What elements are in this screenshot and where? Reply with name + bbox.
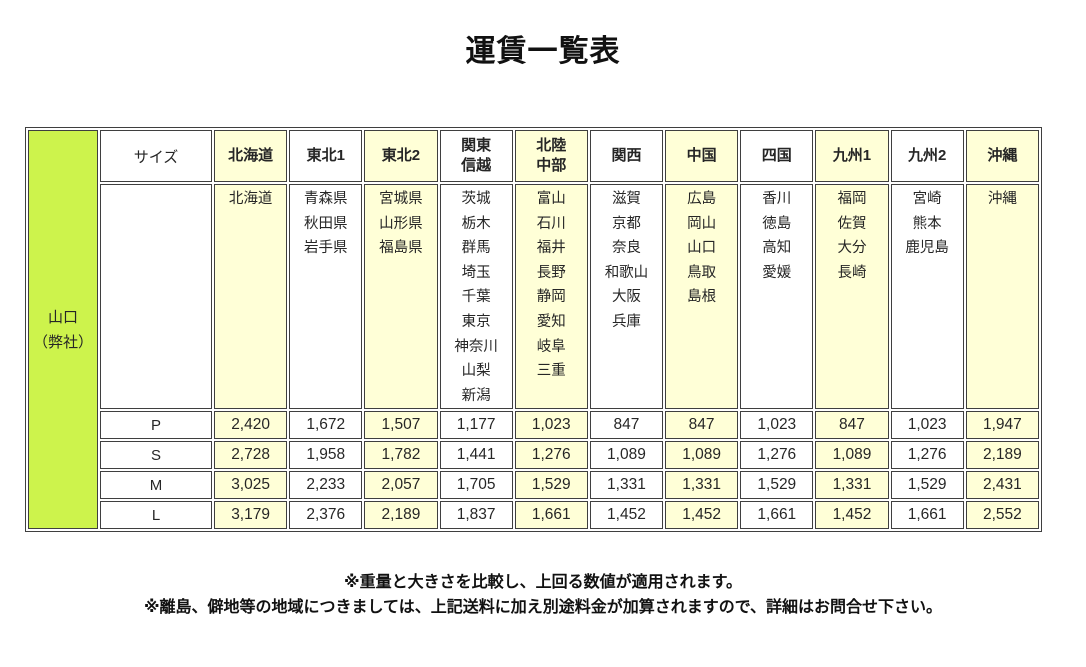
prefecture-list-cell: 沖縄 (965, 184, 1039, 410)
fare-cell: 1,782 (364, 441, 438, 470)
footer-notes: ※重量と大きさを比較し、上回る数値が適用されます。 ※離島、僻地等の地域につきま… (0, 570, 1086, 620)
fare-cell: 1,331 (589, 471, 664, 500)
region-header-cell: 四国 (740, 130, 814, 182)
fare-table-container: 山口 （弊社） サイズ 北海道 東北1 東北2 関東 信越 北陸 中部 関西 中… (25, 127, 1042, 533)
fare-cell: 1,661 (514, 501, 588, 530)
fare-cell: 1,661 (890, 501, 964, 530)
fare-cell: 1,452 (665, 501, 739, 530)
fare-cell: 1,529 (740, 471, 814, 500)
fare-cell: 1,276 (890, 441, 964, 470)
region-header-cell: 東北2 (364, 130, 438, 182)
size-label-cell: M (100, 471, 212, 500)
fare-cell: 3,025 (214, 471, 288, 500)
fare-cell: 1,089 (815, 441, 889, 470)
fare-cell: 1,089 (589, 441, 664, 470)
fare-cell: 1,529 (514, 471, 588, 500)
fare-row: S 2,728 1,958 1,782 1,441 1,276 1,089 1,… (28, 441, 1039, 470)
prefecture-list-cell: 青森県 秋田県 岩手県 (289, 184, 363, 410)
fare-cell: 2,552 (965, 501, 1039, 530)
fare-cell: 1,452 (815, 501, 889, 530)
prefecture-list-cell: 茨城 栃木 群馬 埼玉 千葉 東京 神奈川 山梨 新潟 (439, 184, 513, 410)
region-header-cell: 東北1 (289, 130, 363, 182)
size-empty-cell (100, 184, 212, 410)
size-label-cell: P (100, 411, 212, 440)
region-header-cell: 北海道 (214, 130, 288, 182)
fare-cell: 2,431 (965, 471, 1039, 500)
prefecture-list-cell: 滋賀 京都 奈良 和歌山 大阪 兵庫 (589, 184, 664, 410)
fare-cell: 1,276 (514, 441, 588, 470)
prefecture-list-cell: 北海道 (214, 184, 288, 410)
fare-cell: 1,331 (665, 471, 739, 500)
fare-cell: 1,023 (890, 411, 964, 440)
fare-cell: 1,023 (514, 411, 588, 440)
fare-cell: 847 (665, 411, 739, 440)
fare-cell: 1,441 (439, 441, 513, 470)
fare-cell: 1,661 (740, 501, 814, 530)
header-row: 山口 （弊社） サイズ 北海道 東北1 東北2 関東 信越 北陸 中部 関西 中… (28, 130, 1039, 530)
page-title: 運賃一覧表 (465, 35, 621, 68)
fare-cell: 2,376 (289, 501, 363, 530)
prefecture-list-cell: 福岡 佐賀 大分 長崎 (815, 184, 889, 410)
fare-cell: 2,728 (214, 441, 288, 470)
fare-cell: 2,233 (289, 471, 363, 500)
fare-cell: 1,507 (364, 411, 438, 440)
size-header-cell: サイズ (100, 130, 212, 182)
fare-cell: 1,672 (289, 411, 363, 440)
fare-table: 山口 （弊社） サイズ 北海道 東北1 東北2 関東 信越 北陸 中部 関西 中… (25, 127, 1042, 533)
fare-cell: 847 (589, 411, 664, 440)
region-header-cell: 関西 (589, 130, 664, 182)
fare-cell: 847 (815, 411, 889, 440)
fare-cell: 3,179 (214, 501, 288, 530)
size-label-cell: L (100, 501, 212, 530)
prefecture-list-cell: 香川 徳島 高知 愛媛 (740, 184, 814, 410)
size-label-cell: S (100, 441, 212, 470)
fare-cell: 1,947 (965, 411, 1039, 440)
fare-cell: 1,529 (890, 471, 964, 500)
fare-cell: 1,958 (289, 441, 363, 470)
fare-cell: 1,023 (740, 411, 814, 440)
region-header-cell: 九州2 (890, 130, 964, 182)
note-line: ※離島、僻地等の地域につきましては、上記送料に加え別途料金が加算されますので、詳… (143, 599, 943, 616)
fare-cell: 2,057 (364, 471, 438, 500)
prefecture-row: 北海道 青森県 秋田県 岩手県 宮城県 山形県 福島県 茨城 栃木 群馬 埼玉 … (28, 184, 1039, 410)
fare-row: L 3,179 2,376 2,189 1,837 1,661 1,452 1,… (28, 501, 1039, 530)
fare-cell: 1,837 (439, 501, 513, 530)
fare-row: M 3,025 2,233 2,057 1,705 1,529 1,331 1,… (28, 471, 1039, 500)
region-header-cell: 沖縄 (965, 130, 1039, 182)
prefecture-list-cell: 宮崎 熊本 鹿児島 (890, 184, 964, 410)
origin-cell: 山口 （弊社） (28, 130, 98, 530)
fare-cell: 1,276 (740, 441, 814, 470)
prefecture-list-cell: 宮城県 山形県 福島県 (364, 184, 438, 410)
prefecture-list-cell: 富山 石川 福井 長野 静岡 愛知 岐阜 三重 (514, 184, 588, 410)
fare-cell: 2,189 (965, 441, 1039, 470)
fare-cell: 2,420 (214, 411, 288, 440)
fare-cell: 1,705 (439, 471, 513, 500)
fare-cell: 1,452 (589, 501, 664, 530)
fare-cell: 2,189 (364, 501, 438, 530)
fare-cell: 1,177 (439, 411, 513, 440)
region-header-cell: 関東 信越 (439, 130, 513, 182)
prefecture-list-cell: 広島 岡山 山口 鳥取 島根 (665, 184, 739, 410)
fare-cell: 1,089 (665, 441, 739, 470)
fare-row: P 2,420 1,672 1,507 1,177 1,023 847 847 … (28, 411, 1039, 440)
region-header-cell: 九州1 (815, 130, 889, 182)
note-line: ※重量と大きさを比較し、上回る数値が適用されます。 (344, 574, 742, 591)
region-header-cell: 中国 (665, 130, 739, 182)
region-header-cell: 北陸 中部 (514, 130, 588, 182)
fare-cell: 1,331 (815, 471, 889, 500)
